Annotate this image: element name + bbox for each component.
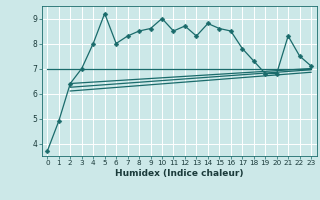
X-axis label: Humidex (Indice chaleur): Humidex (Indice chaleur) [115, 169, 244, 178]
